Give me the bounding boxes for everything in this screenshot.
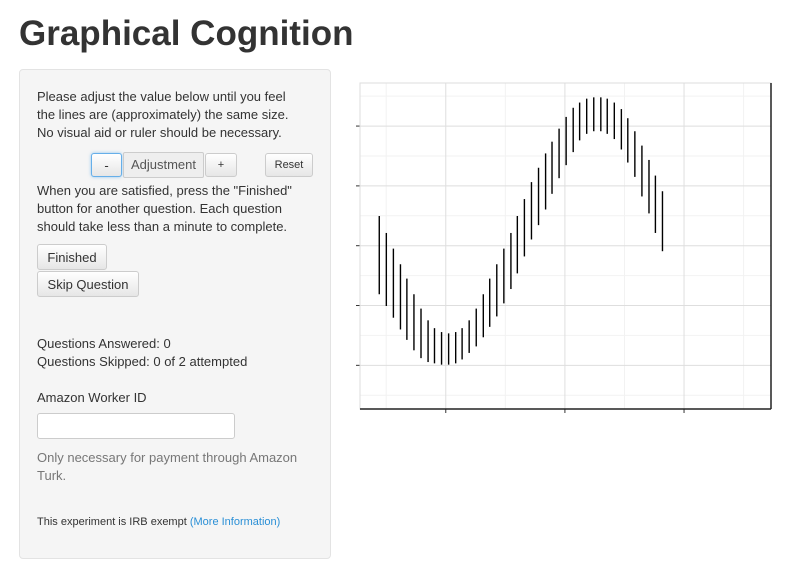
- instructions-text: Please adjust the value below until you …: [37, 89, 289, 140]
- stimulus-plot: [356, 82, 772, 413]
- progress-stats: Questions Answered: 0 Questions Skipped:…: [37, 335, 313, 371]
- more-information-link[interactable]: (More Information): [189, 516, 281, 528]
- questions-answered: Questions Answered: 0: [37, 336, 171, 351]
- reset-button[interactable]: Reset: [265, 153, 313, 177]
- adjustment-label: Adjustment: [123, 152, 204, 178]
- increase-button[interactable]: +: [205, 153, 237, 177]
- questions-skipped: Questions Skipped: 0 of 2 attempted: [37, 354, 248, 369]
- skip-question-button[interactable]: Skip Question: [37, 271, 139, 297]
- worker-id-input[interactable]: [37, 413, 235, 439]
- finished-button[interactable]: Finished: [37, 244, 107, 270]
- irb-text: This experiment is IRB exempt: [37, 516, 187, 528]
- decrease-button[interactable]: -: [91, 153, 122, 177]
- finish-instructions-text: When you are satisfied, press the "Finis…: [37, 183, 292, 234]
- worker-id-label: Amazon Worker ID: [37, 390, 147, 405]
- adjustment-control: - Adjustment + Reset: [37, 144, 313, 182]
- worker-id-help-text: Only necessary for payment through Amazo…: [37, 450, 298, 483]
- control-panel: Please adjust the value below until you …: [19, 69, 331, 559]
- page-title: Graphical Cognition: [19, 14, 354, 53]
- irb-notice: This experiment is IRB exempt (More Info…: [37, 513, 313, 531]
